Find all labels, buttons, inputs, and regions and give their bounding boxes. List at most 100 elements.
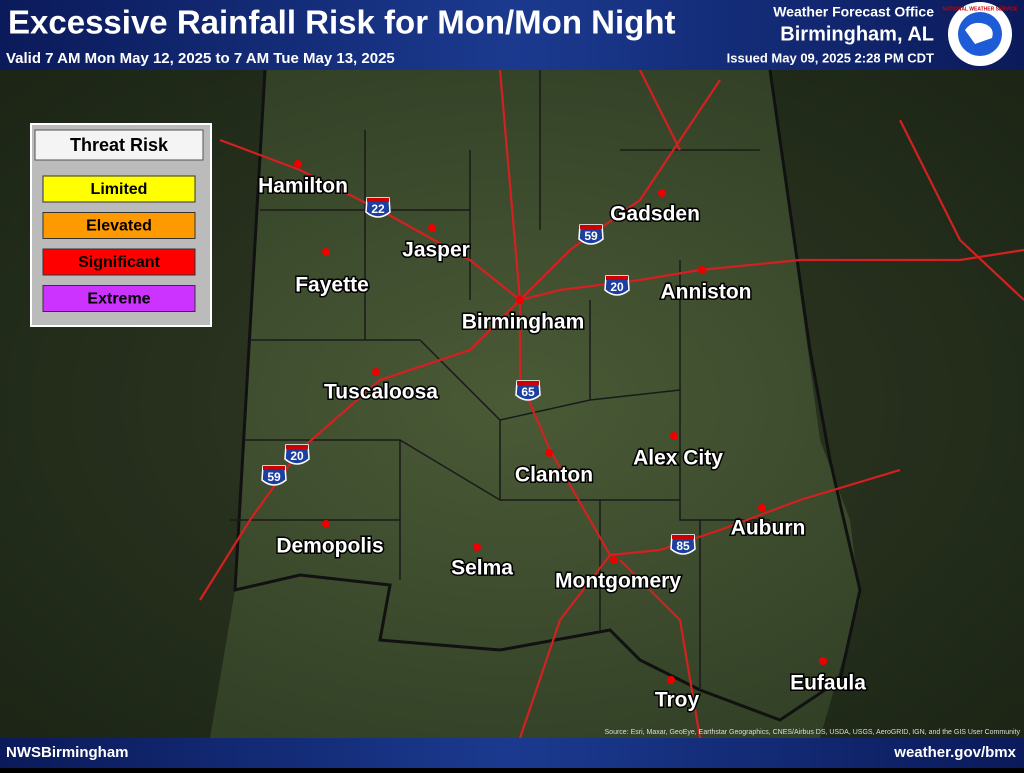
city-label: Montgomery <box>555 570 681 593</box>
shield-shape <box>365 197 391 218</box>
shield-label: 65 <box>521 385 535 399</box>
city: Montgomery <box>554 556 683 594</box>
city-dot <box>322 248 330 256</box>
roads <box>199 69 1024 739</box>
city-dot <box>294 160 302 168</box>
shield-label: 20 <box>610 280 624 294</box>
city-dot <box>658 189 666 197</box>
interstate-shields: 22 59 20 65 20 59 85 <box>261 197 696 555</box>
city-dot <box>516 296 524 304</box>
legend-title-box <box>34 129 204 161</box>
city-label: Tuscaloosa <box>324 381 438 404</box>
legend-label: Elevated <box>86 218 152 235</box>
issued-time: Issued May 09, 2025 2:28 PM CDT <box>727 50 934 65</box>
city-label: Gadsden <box>610 203 700 226</box>
legend-swatch <box>42 248 196 276</box>
legend: Threat Risk Limited Elevated Significant Ex… <box>30 123 212 327</box>
credit: Source: Esri, Maxar, GeoEye, Earthstar G… <box>605 729 1021 736</box>
city: Selma <box>450 543 515 581</box>
city: Alex City <box>632 432 725 471</box>
nws-logo: NATIONAL WEATHER SERVICE <box>943 2 1019 66</box>
city-dot <box>545 449 553 457</box>
legend-items: Limited Elevated Significant Extreme <box>42 175 196 312</box>
legend-label: Limited <box>91 181 148 198</box>
shield-label: 85 <box>676 539 690 553</box>
header-bar <box>0 0 1024 70</box>
shield-shape <box>261 465 287 486</box>
interstate-shield: 22 <box>365 197 391 218</box>
city: Birmingham <box>460 296 586 335</box>
city-dot <box>758 504 766 512</box>
office-city: Birmingham, AL <box>780 23 934 45</box>
city-dot <box>819 657 827 665</box>
city-dot <box>428 224 436 232</box>
legend-label: Significant <box>78 254 160 271</box>
city: Auburn <box>729 504 807 541</box>
city-label: Anniston <box>661 281 752 304</box>
city-label: Selma <box>451 557 513 580</box>
city: Fayette <box>294 248 370 298</box>
city: Anniston <box>659 266 753 305</box>
shield-label: 22 <box>371 202 385 216</box>
shield-top <box>580 225 602 229</box>
shield-label: 20 <box>290 449 304 463</box>
county-lines <box>230 70 770 690</box>
city-label: Eufaula <box>790 672 866 695</box>
city: Gadsden <box>609 189 701 227</box>
city: Troy <box>653 676 701 713</box>
city-label: Fayette <box>295 274 369 297</box>
shield-shape <box>515 380 541 401</box>
legend-swatch <box>42 175 196 203</box>
interstate-shield: 59 <box>578 224 604 245</box>
shield-top <box>606 276 628 280</box>
city-dot <box>670 432 678 440</box>
city-label: Demopolis <box>276 535 383 558</box>
valid-time: Valid 7 AM Mon May 12, 2025 to 7 AM Tue … <box>6 50 395 67</box>
city: Demopolis <box>275 520 385 559</box>
logo-text: NATIONAL WEATHER SERVICE <box>943 6 1019 12</box>
city-label: Troy <box>655 689 700 712</box>
shield-shape <box>284 444 310 465</box>
city-dot <box>667 676 675 684</box>
city-dot <box>610 556 618 564</box>
city: Tuscaloosa <box>323 368 440 405</box>
city: Hamilton <box>257 160 349 199</box>
legend-swatch <box>42 285 196 312</box>
footer-right: weather.gov/bmx <box>893 744 1016 761</box>
title: Excessive Rainfall Risk for Mon/Mon Nigh… <box>8 4 675 41</box>
city-label: Hamilton <box>258 175 348 198</box>
shield-label: 59 <box>267 470 281 484</box>
interstate-shield: 20 <box>284 444 310 465</box>
shield-shape <box>578 224 604 245</box>
footer-left: NWSBirmingham <box>6 744 129 761</box>
shield-top <box>367 198 389 202</box>
shield-label: 59 <box>584 229 598 243</box>
outside-area <box>770 70 1024 738</box>
shield-shape <box>604 275 630 296</box>
city: Jasper <box>401 224 471 263</box>
city-dot <box>473 543 481 551</box>
city: Clanton <box>513 449 595 488</box>
legend-label: Extreme <box>87 291 150 308</box>
city-dot <box>322 520 330 528</box>
shield-top <box>517 381 539 385</box>
shield-top <box>263 466 285 470</box>
cities: Hamilton Jasper Gadsden Fayette Anniston… <box>257 160 868 713</box>
interstate-shield: 20 <box>604 275 630 296</box>
city: Eufaula <box>789 657 868 696</box>
interstate-shield: 59 <box>261 465 287 486</box>
city-label: Clanton <box>515 464 593 487</box>
legend-title: Threat Risk <box>70 135 169 155</box>
city-label: Auburn <box>731 517 806 540</box>
footer-bar <box>0 738 1024 768</box>
shield-top <box>672 535 694 539</box>
shield-top <box>286 445 308 449</box>
office: Weather Forecast Office <box>773 4 934 20</box>
cwa-border <box>233 69 862 722</box>
interstate-shield: 65 <box>515 380 541 401</box>
shield-shape <box>670 534 696 555</box>
city-label: Alex City <box>633 447 723 470</box>
city-dot <box>698 266 706 274</box>
